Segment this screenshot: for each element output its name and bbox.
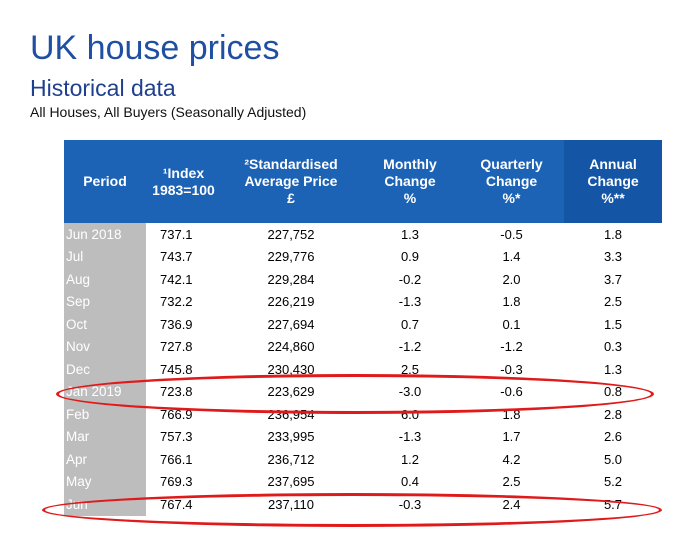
period-cell: Dec (64, 358, 146, 381)
index-cell: 727.8 (160, 339, 193, 355)
quarterly-change-cell: 4.2 (502, 451, 521, 467)
quarterly-change-cell: -1.2 (500, 339, 523, 355)
index-cell: 737.1 (160, 226, 193, 242)
monthly-change-cell: 0.9 (400, 249, 420, 265)
monthly-change-cell: 2.5 (400, 361, 420, 377)
annual-change-cell: 1.3 (603, 361, 623, 377)
table-note: All Houses, All Buyers (Seasonally Adjus… (30, 104, 307, 120)
header-annual-change: Annual Change %** (564, 140, 662, 223)
index-cell: 732.2 (160, 294, 193, 310)
period-cell: Apr (64, 448, 146, 471)
monthly-change-cell: -1.3 (398, 294, 422, 310)
price-cell: 237,695 (267, 474, 315, 490)
monthly-change-cell: -0.2 (398, 271, 422, 287)
index-cell: 757.3 (160, 429, 193, 445)
monthly-change-cell: 1.3 (400, 226, 420, 242)
monthly-change-cell: 0.7 (400, 316, 420, 332)
header-average-price: ²Standardised Average Price £ (244, 156, 338, 206)
price-cell: 229,284 (267, 271, 315, 287)
table-body: Jun 2018 737.1 227,752 1.3 -0.5 1.8 Jul 743.7 22… (64, 223, 662, 516)
table-header: Period ¹Index 1983=100 ²Standardised Ave… (64, 140, 662, 223)
annual-change-cell: 1.8 (603, 226, 623, 242)
period-cell: May (64, 470, 146, 493)
highlight-oval-jun-2019 (42, 493, 662, 527)
period-cell: Jun 2018 (64, 223, 146, 246)
quarterly-change-cell: 1.7 (502, 429, 521, 445)
annual-change-cell: 3.3 (603, 249, 623, 265)
header-index: ¹Index 1983=100 (152, 164, 215, 198)
quarterly-change-cell: 2.0 (502, 271, 521, 287)
table-row: Nov 727.8 224,860 -1.2 -1.2 0.3 (64, 335, 662, 358)
house-price-table: Period ¹Index 1983=100 ²Standardised Ave… (64, 140, 662, 516)
quarterly-change-cell: 2.5 (502, 474, 521, 490)
table-row: May 769.3 237,695 0.4 2.5 5.2 (64, 470, 662, 493)
header-quarterly-change: Quarterly Change %* (480, 156, 543, 206)
period-cell: Oct (64, 313, 146, 336)
annual-change-cell: 5.0 (603, 451, 623, 467)
index-cell: 766.1 (160, 451, 193, 467)
index-cell: 745.8 (160, 361, 193, 377)
period-cell: Jul (64, 245, 146, 268)
monthly-change-cell: -1.3 (398, 429, 422, 445)
period-cell: Nov (64, 335, 146, 358)
index-cell: 743.7 (160, 249, 193, 265)
page-title: UK house prices (30, 29, 280, 67)
quarterly-change-cell: -0.3 (500, 361, 523, 377)
annual-change-cell: 2.8 (603, 406, 623, 422)
annual-change-cell: 0.3 (603, 339, 623, 355)
quarterly-change-cell: 1.8 (502, 294, 521, 310)
price-cell: 229,776 (267, 249, 315, 265)
annual-change-cell: 2.6 (603, 429, 623, 445)
price-cell: 227,752 (267, 226, 315, 242)
header-monthly-change: Monthly Change % (383, 156, 437, 206)
table-row: Mar 757.3 233,995 -1.3 1.7 2.6 (64, 425, 662, 448)
quarterly-change-cell: 1.4 (502, 249, 521, 265)
monthly-change-cell: 0.4 (400, 474, 420, 490)
table-row: Jun 2018 737.1 227,752 1.3 -0.5 1.8 (64, 223, 662, 246)
period-cell: Aug (64, 268, 146, 291)
price-cell: 227,694 (267, 316, 315, 332)
price-cell: 236,712 (267, 451, 315, 467)
index-cell: 736.9 (160, 316, 193, 332)
table-row: Dec 745.8 230,430 2.5 -0.3 1.3 (64, 358, 662, 381)
table-row: Jul 743.7 229,776 0.9 1.4 3.3 (64, 245, 662, 268)
period-cell: Feb (64, 403, 146, 426)
monthly-change-cell: 1.2 (400, 451, 420, 467)
period-cell: Mar (64, 425, 146, 448)
table-row: Aug 742.1 229,284 -0.2 2.0 3.7 (64, 268, 662, 291)
price-cell: 230,430 (267, 361, 315, 377)
quarterly-change-cell: 0.1 (502, 316, 521, 332)
index-cell: 769.3 (160, 474, 193, 490)
table-row: Apr 766.1 236,712 1.2 4.2 5.0 (64, 448, 662, 471)
annual-change-cell: 2.5 (603, 294, 623, 310)
monthly-change-cell: -1.2 (398, 339, 422, 355)
price-cell: 226,219 (267, 294, 315, 310)
period-cell: Sep (64, 290, 146, 313)
annual-change-cell: 1.5 (603, 316, 623, 332)
annual-change-cell: 5.2 (603, 474, 623, 490)
quarterly-change-cell: -0.5 (500, 226, 523, 242)
page-subtitle: Historical data (30, 75, 176, 101)
price-cell: 224,860 (267, 339, 315, 355)
header-period: Period (83, 173, 127, 189)
annual-change-cell: 3.7 (603, 271, 623, 287)
index-cell: 742.1 (160, 271, 193, 287)
index-cell: 766.9 (160, 406, 193, 422)
table-row: Sep 732.2 226,219 -1.3 1.8 2.5 (64, 290, 662, 313)
price-cell: 233,995 (267, 429, 315, 445)
table-row: Oct 736.9 227,694 0.7 0.1 1.5 (64, 313, 662, 336)
highlight-oval-jan-2019 (56, 374, 654, 414)
